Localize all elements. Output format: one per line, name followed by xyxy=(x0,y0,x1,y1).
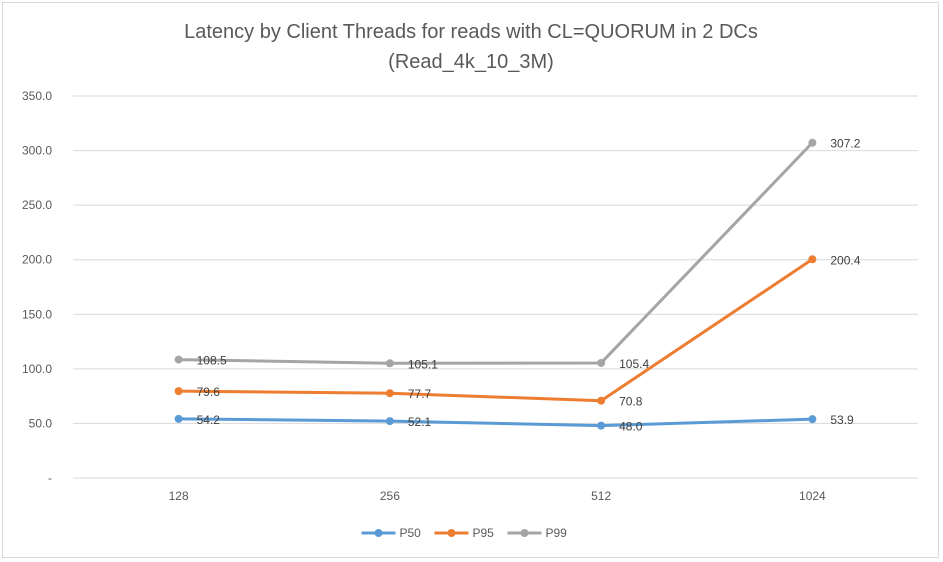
data-label-p50: 48.0 xyxy=(619,420,643,434)
y-tick-label: 350.0 xyxy=(22,89,52,103)
data-label-p99: 105.1 xyxy=(408,357,438,371)
data-label-p50: 52.1 xyxy=(408,415,432,429)
data-point-p99[interactable] xyxy=(385,359,394,368)
data-point-p95[interactable] xyxy=(808,255,817,264)
data-label-p99: 105.4 xyxy=(619,357,649,371)
series-line-p95 xyxy=(177,257,814,403)
data-labels: 54.2 52.1 48.0 53.9 79.6 77.7 70.8 200.4 108.5 10… xyxy=(197,137,861,434)
series-lines xyxy=(174,138,817,430)
chart-subtitle: (Read_4k_10_3M) xyxy=(388,51,554,73)
data-label-p99: 307.2 xyxy=(830,137,860,151)
y-tick-label: 300.0 xyxy=(22,144,52,158)
data-point-p99[interactable] xyxy=(174,355,183,364)
data-label-p50: 53.9 xyxy=(830,413,854,427)
x-tick-label: 1024 xyxy=(799,489,826,503)
y-tick-label: 250.0 xyxy=(22,198,52,212)
data-label-p95: 70.8 xyxy=(619,395,643,409)
legend-label: P95 xyxy=(473,526,495,540)
data-point-p95[interactable] xyxy=(385,389,394,398)
data-label-p50: 54.2 xyxy=(197,413,221,427)
data-point-p50[interactable] xyxy=(385,417,394,426)
data-point-p50[interactable] xyxy=(808,415,817,424)
series-p99 xyxy=(174,138,817,368)
series-p95 xyxy=(174,255,817,405)
series-p50 xyxy=(174,414,817,430)
x-axis-ticks: 128 256 512 1024 xyxy=(169,489,826,503)
y-axis-ticks: - 50.0 100.0 150.0 200.0 250.0 300.0 350.0 xyxy=(22,89,52,485)
y-tick-label: 100.0 xyxy=(22,362,52,376)
legend[interactable]: P50 P95 P99 xyxy=(361,526,568,540)
legend-swatch-marker xyxy=(374,529,383,537)
data-label-p95: 200.4 xyxy=(830,253,860,267)
x-tick-label: 256 xyxy=(380,489,400,503)
series-line-p99 xyxy=(177,141,814,365)
legend-label: P50 xyxy=(400,526,422,540)
legend-item-p99[interactable]: P99 xyxy=(507,526,568,540)
data-point-p95[interactable] xyxy=(597,396,606,405)
data-point-p50[interactable] xyxy=(174,414,183,423)
data-point-p99[interactable] xyxy=(808,138,817,147)
x-tick-label: 512 xyxy=(591,489,611,503)
x-tick-label: 128 xyxy=(169,489,189,503)
legend-item-p50[interactable]: P50 xyxy=(361,526,422,540)
data-point-p95[interactable] xyxy=(174,387,183,396)
chart-title: Latency by Client Threads for reads with… xyxy=(184,21,758,43)
legend-item-p95[interactable]: P95 xyxy=(434,526,495,540)
data-label-p99: 108.5 xyxy=(197,354,227,368)
legend-swatch-marker xyxy=(520,529,529,537)
y-tick-label: 150.0 xyxy=(22,307,52,321)
series-line-p50 xyxy=(177,417,814,428)
legend-swatch-marker xyxy=(447,529,456,537)
y-tick-label: - xyxy=(48,471,52,485)
y-tick-label: 200.0 xyxy=(22,253,52,267)
data-label-p95: 77.7 xyxy=(408,387,432,401)
data-point-p50[interactable] xyxy=(597,421,606,430)
legend-label: P99 xyxy=(546,526,568,540)
y-tick-label: 50.0 xyxy=(29,416,53,430)
gridlines xyxy=(73,95,918,479)
data-point-p99[interactable] xyxy=(597,358,606,367)
data-label-p95: 79.6 xyxy=(197,385,221,399)
